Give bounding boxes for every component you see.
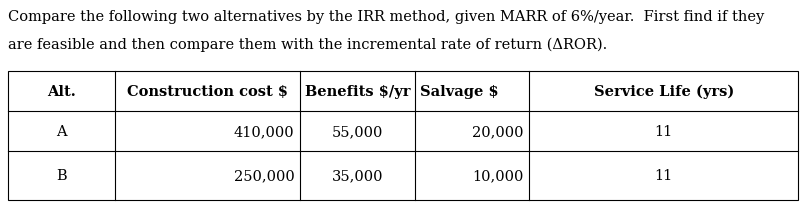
Text: B: B (56, 169, 66, 183)
Text: Salvage $: Salvage $ (420, 85, 498, 99)
Text: 20,000: 20,000 (472, 124, 523, 138)
Text: Alt.: Alt. (47, 85, 76, 99)
Text: 410,000: 410,000 (234, 124, 294, 138)
Text: A: A (56, 124, 66, 138)
Text: Benefits $/yr: Benefits $/yr (305, 85, 410, 99)
Text: are feasible and then compare them with the incremental rate of return (ΔROR).: are feasible and then compare them with … (8, 38, 607, 52)
Text: 35,000: 35,000 (332, 169, 383, 183)
Text: 55,000: 55,000 (332, 124, 383, 138)
Text: Service Life (yrs): Service Life (yrs) (594, 84, 734, 99)
Bar (8, 72, 798, 200)
Text: 250,000: 250,000 (234, 169, 294, 183)
Text: Construction cost $: Construction cost $ (127, 85, 288, 99)
Text: 11: 11 (654, 124, 673, 138)
Text: 11: 11 (654, 169, 673, 183)
Text: 10,000: 10,000 (472, 169, 523, 183)
Text: Compare the following two alternatives by the IRR method, given MARR of 6%/year.: Compare the following two alternatives b… (8, 10, 764, 24)
